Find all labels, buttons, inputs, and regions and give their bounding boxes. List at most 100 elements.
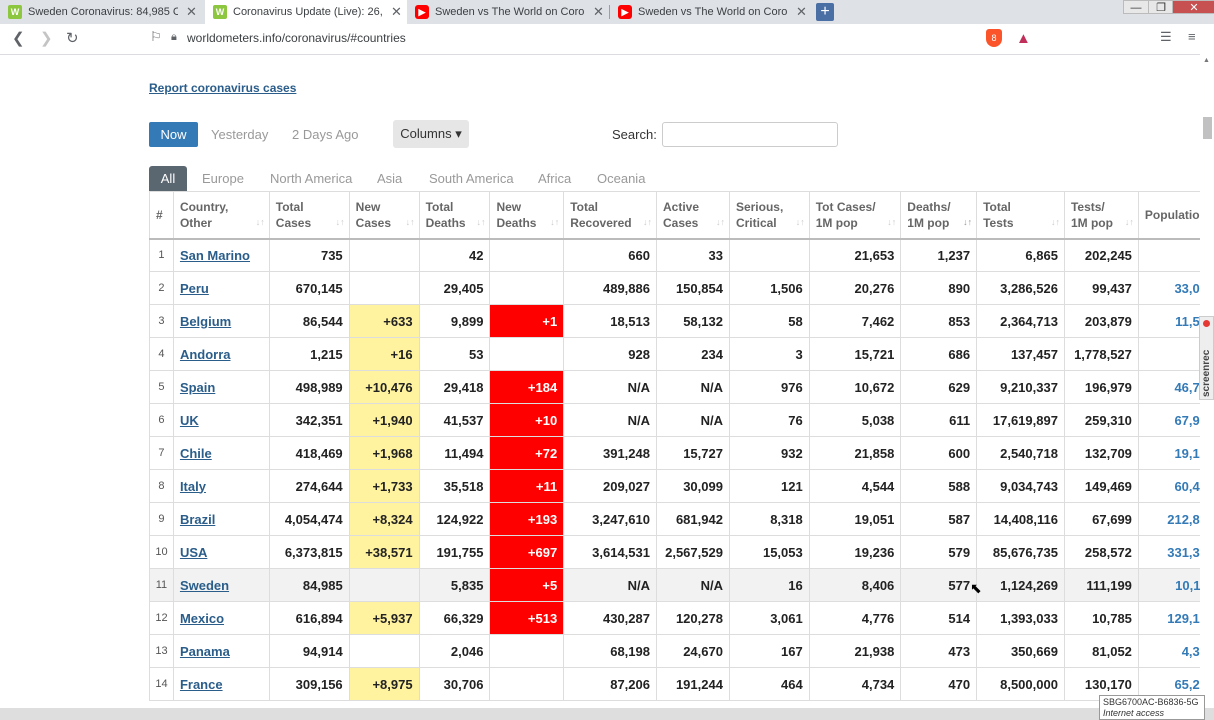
cell-country[interactable]: Andorra bbox=[172, 337, 270, 371]
cell-country[interactable]: Chile bbox=[172, 436, 270, 470]
column-header-new-cases[interactable]: New Cases ↓↑ bbox=[348, 191, 420, 240]
now-button[interactable]: Now bbox=[149, 122, 198, 147]
bookmark-icon[interactable]: ⚐ bbox=[150, 29, 162, 44]
two-days-ago-button[interactable]: 2 Days Ago bbox=[292, 127, 359, 142]
country-link[interactable]: Italy bbox=[179, 478, 206, 494]
column-header-total-tests[interactable]: Total Tests ↓↑ bbox=[976, 191, 1065, 240]
country-link[interactable]: Belgium bbox=[179, 313, 232, 329]
country-link[interactable]: Andorra bbox=[179, 346, 231, 362]
browser-tab[interactable]: ▶ Sweden vs The World on Coronavi ✕ bbox=[610, 0, 814, 24]
tab-close-icon[interactable]: ✕ bbox=[186, 4, 197, 19]
sort-arrows-icon[interactable]: ↓↑ bbox=[715, 216, 725, 227]
column-header-country[interactable]: Country, Other ↓↑ bbox=[172, 191, 270, 240]
new-tab-button[interactable]: + bbox=[816, 3, 834, 21]
tab-africa[interactable]: Africa bbox=[538, 171, 572, 186]
sort-arrows-icon[interactable]: ↓↑ bbox=[963, 216, 973, 227]
column-header-active-cases[interactable]: Active Cases ↓↑ bbox=[655, 191, 730, 240]
cell-country[interactable]: UK bbox=[172, 403, 270, 437]
country-link[interactable]: Peru bbox=[179, 280, 209, 296]
country-link[interactable]: Sweden bbox=[179, 577, 230, 593]
tab-close-icon[interactable]: ✕ bbox=[391, 4, 402, 19]
column-header-serious-critical[interactable]: Serious, Critical ↓↑ bbox=[728, 191, 810, 240]
tab-north-america[interactable]: North America bbox=[270, 171, 353, 186]
columns-dropdown[interactable]: Columns ▾ bbox=[393, 120, 469, 148]
browser-menu-icon[interactable]: ≡ bbox=[1188, 29, 1196, 44]
screenrec-widget[interactable]: screenrec bbox=[1199, 316, 1214, 400]
cell-cases-per-m: 4,734 bbox=[808, 667, 902, 701]
country-link[interactable]: Spain bbox=[179, 379, 216, 395]
vertical-scrollbar-thumb[interactable] bbox=[1203, 117, 1212, 139]
sort-arrows-icon[interactable]: ↓↑ bbox=[405, 216, 415, 227]
minimize-window-button[interactable]: — bbox=[1123, 0, 1149, 14]
cell-country[interactable]: Peru bbox=[172, 271, 270, 305]
horizontal-scrollbar[interactable] bbox=[0, 708, 1214, 720]
sort-arrows-icon[interactable]: ↓↑ bbox=[476, 216, 486, 227]
cell-country[interactable]: San Marino bbox=[172, 238, 270, 272]
country-link[interactable]: Chile bbox=[179, 445, 212, 461]
table-row: 3 Belgium 86,544 +633 9,899 +1 18,513 58,132 58 7… bbox=[149, 304, 1214, 338]
cell-country[interactable]: Sweden bbox=[172, 568, 270, 602]
cell-country[interactable]: Italy bbox=[172, 469, 270, 503]
sort-arrows-icon[interactable]: ↓↑ bbox=[887, 216, 897, 227]
tab-oceania[interactable]: Oceania bbox=[597, 171, 646, 186]
column-header-total-cases[interactable]: Total Cases ↓↑ bbox=[268, 191, 350, 240]
sort-arrows-icon[interactable]: ↓↑ bbox=[1050, 216, 1060, 227]
country-link[interactable]: Brazil bbox=[179, 511, 216, 527]
restore-window-button[interactable]: ❐ bbox=[1148, 0, 1174, 14]
sort-arrows-icon[interactable]: ↓↑ bbox=[1124, 216, 1134, 227]
tab-south-america[interactable]: South America bbox=[429, 171, 514, 186]
tab-asia[interactable]: Asia bbox=[377, 171, 403, 186]
reload-icon[interactable]: ↻ bbox=[66, 30, 79, 47]
cell-deaths-per-m: 853 bbox=[900, 304, 978, 338]
sort-arrows-icon[interactable]: ↓↑ bbox=[795, 216, 805, 227]
country-link[interactable]: UK bbox=[179, 412, 199, 428]
column-header-total-recovered[interactable]: Total Recovered ↓↑ bbox=[563, 191, 657, 240]
country-link[interactable]: France bbox=[179, 676, 223, 692]
address-bar[interactable]: worldometers.info/coronavirus/#countries bbox=[187, 31, 406, 45]
cell-country[interactable]: Spain bbox=[172, 370, 270, 404]
country-link[interactable]: Panama bbox=[179, 643, 230, 659]
tab-close-icon[interactable]: ✕ bbox=[796, 4, 807, 19]
lock-icon[interactable]: 🔒︎ bbox=[171, 31, 177, 43]
cell-country[interactable]: Panama bbox=[172, 634, 270, 668]
back-arrow-icon[interactable]: ❮ bbox=[12, 30, 25, 47]
column-header-tests-per-million[interactable]: Tests/ 1M pop ↓↑ bbox=[1063, 191, 1139, 240]
yesterday-button[interactable]: Yesterday bbox=[211, 127, 269, 142]
cell-total-cases: 418,469 bbox=[268, 436, 350, 470]
column-header-deaths-per-million[interactable]: Deaths/ 1M pop ↓↑ bbox=[900, 191, 978, 240]
browser-tab[interactable]: W Sweden Coronavirus: 84,985 Cases ✕ bbox=[0, 0, 205, 24]
column-header-rank[interactable]: # bbox=[149, 191, 174, 240]
sort-arrows-icon[interactable]: ↓↑ bbox=[550, 216, 560, 227]
cell-country[interactable]: Brazil bbox=[172, 502, 270, 536]
sort-arrows-icon[interactable]: ↓↑ bbox=[642, 216, 652, 227]
tab-close-icon[interactable]: ✕ bbox=[593, 4, 604, 19]
column-header-cases-per-million[interactable]: Tot Cases/ 1M pop ↓↑ bbox=[808, 191, 902, 240]
tab-europe[interactable]: Europe bbox=[202, 171, 244, 186]
cell-active: N/A bbox=[655, 370, 730, 404]
column-header-total-deaths[interactable]: Total Deaths ↓↑ bbox=[418, 191, 491, 240]
cell-country[interactable]: Mexico bbox=[172, 601, 270, 635]
media-playlist-icon[interactable]: ☰ bbox=[1160, 29, 1172, 44]
browser-tab-active[interactable]: W Coronavirus Update (Live): 26,680, ✕ bbox=[205, 0, 407, 24]
brave-shields-icon[interactable]: 8 bbox=[986, 29, 1002, 47]
cell-country[interactable]: Belgium bbox=[172, 304, 270, 338]
country-link[interactable]: USA bbox=[179, 544, 208, 560]
sort-arrows-icon[interactable]: ↓↑ bbox=[335, 216, 345, 227]
cell-country[interactable]: France bbox=[172, 667, 270, 701]
tab-all[interactable]: All bbox=[149, 166, 187, 191]
country-link[interactable]: San Marino bbox=[179, 247, 251, 263]
search-input[interactable] bbox=[662, 122, 838, 147]
report-cases-link[interactable]: Report coronavirus cases bbox=[149, 81, 297, 95]
column-header-new-deaths[interactable]: New Deaths ↓↑ bbox=[489, 191, 565, 240]
close-window-button[interactable]: ✕ bbox=[1172, 0, 1214, 14]
forward-arrow-icon[interactable]: ❯ bbox=[40, 30, 53, 47]
brave-rewards-icon[interactable]: ▲ bbox=[1016, 30, 1031, 47]
cell-cases-per-m: 21,938 bbox=[808, 634, 902, 668]
scroll-up-arrow-icon[interactable]: ▲ bbox=[1203, 57, 1210, 64]
sort-arrows-icon[interactable]: ↓↑ bbox=[255, 216, 265, 227]
cell-critical: 932 bbox=[728, 436, 810, 470]
browser-tab[interactable]: ▶ Sweden vs The World on Coronavi ✕ bbox=[407, 0, 610, 24]
cell-total-cases: 94,914 bbox=[268, 634, 350, 668]
cell-country[interactable]: USA bbox=[172, 535, 270, 569]
country-link[interactable]: Mexico bbox=[179, 610, 225, 626]
